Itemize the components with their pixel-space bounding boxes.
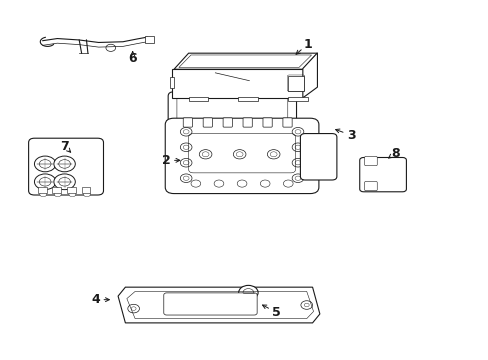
FancyBboxPatch shape bbox=[283, 118, 291, 127]
Circle shape bbox=[54, 156, 75, 172]
Circle shape bbox=[267, 150, 280, 159]
Circle shape bbox=[191, 180, 201, 187]
FancyBboxPatch shape bbox=[163, 293, 257, 315]
FancyBboxPatch shape bbox=[168, 92, 296, 127]
Circle shape bbox=[310, 151, 325, 162]
Polygon shape bbox=[238, 97, 257, 102]
Polygon shape bbox=[302, 53, 317, 98]
FancyBboxPatch shape bbox=[165, 118, 318, 194]
Circle shape bbox=[291, 143, 303, 152]
Text: 8: 8 bbox=[390, 147, 399, 160]
Text: 1: 1 bbox=[303, 38, 311, 51]
FancyBboxPatch shape bbox=[243, 118, 252, 127]
Circle shape bbox=[370, 166, 394, 184]
Circle shape bbox=[34, 156, 56, 172]
FancyBboxPatch shape bbox=[223, 118, 232, 127]
Text: 5: 5 bbox=[271, 306, 280, 319]
Polygon shape bbox=[287, 97, 307, 102]
Circle shape bbox=[291, 127, 303, 136]
Polygon shape bbox=[174, 53, 317, 69]
Circle shape bbox=[214, 180, 224, 187]
FancyBboxPatch shape bbox=[364, 157, 376, 166]
Circle shape bbox=[233, 150, 245, 159]
Bar bbox=[144, 36, 153, 43]
Bar bbox=[81, 187, 90, 193]
FancyBboxPatch shape bbox=[359, 157, 406, 192]
Circle shape bbox=[180, 158, 192, 167]
Text: 7: 7 bbox=[60, 140, 69, 153]
FancyBboxPatch shape bbox=[364, 181, 376, 191]
Circle shape bbox=[199, 150, 211, 159]
Polygon shape bbox=[118, 287, 319, 323]
FancyBboxPatch shape bbox=[263, 118, 272, 127]
Circle shape bbox=[291, 174, 303, 183]
Text: 2: 2 bbox=[162, 154, 171, 167]
Circle shape bbox=[283, 180, 292, 187]
Circle shape bbox=[83, 192, 90, 197]
Circle shape bbox=[34, 174, 56, 190]
Bar bbox=[287, 76, 303, 91]
Circle shape bbox=[291, 158, 303, 167]
Circle shape bbox=[127, 304, 139, 313]
Text: 3: 3 bbox=[346, 129, 355, 142]
Circle shape bbox=[106, 44, 116, 51]
Circle shape bbox=[238, 285, 258, 300]
Bar bbox=[38, 187, 46, 193]
FancyBboxPatch shape bbox=[203, 118, 212, 127]
Bar bbox=[67, 187, 76, 193]
Circle shape bbox=[54, 192, 61, 197]
FancyBboxPatch shape bbox=[29, 138, 103, 195]
Circle shape bbox=[180, 127, 192, 136]
FancyBboxPatch shape bbox=[183, 118, 192, 127]
Circle shape bbox=[180, 143, 192, 152]
FancyBboxPatch shape bbox=[300, 134, 336, 180]
Circle shape bbox=[237, 180, 246, 187]
Circle shape bbox=[40, 192, 46, 197]
Text: 4: 4 bbox=[92, 293, 101, 306]
Polygon shape bbox=[171, 68, 302, 98]
Circle shape bbox=[300, 301, 312, 309]
Circle shape bbox=[260, 180, 269, 187]
Circle shape bbox=[54, 174, 75, 190]
Text: 6: 6 bbox=[128, 52, 137, 65]
Circle shape bbox=[180, 174, 192, 183]
Circle shape bbox=[69, 192, 76, 197]
Polygon shape bbox=[188, 97, 207, 102]
Bar bbox=[169, 77, 174, 88]
Bar bbox=[52, 187, 61, 193]
